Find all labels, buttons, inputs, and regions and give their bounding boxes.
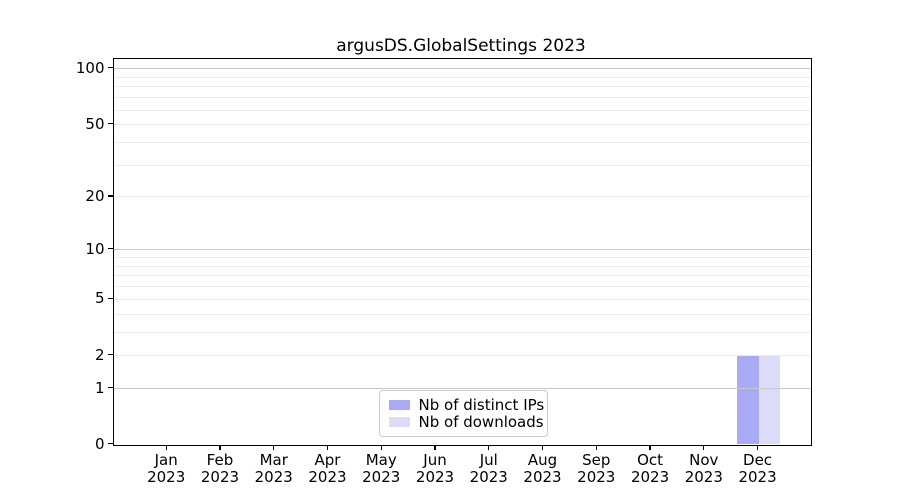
y-tick-mark — [107, 195, 113, 197]
x-tick-mark — [219, 444, 221, 450]
y-tick-mark — [107, 442, 113, 445]
y-tick-label: 10 — [85, 239, 105, 258]
y-tick-label: 1 — [94, 378, 105, 397]
legend-item: Nb of distinct IPs — [388, 397, 544, 413]
legend-label: Nb of distinct IPs — [418, 395, 545, 414]
y-tick-label: 5 — [94, 289, 105, 308]
gridline-minor — [113, 275, 811, 277]
x-tick-mark — [756, 444, 759, 450]
x-tick-mark — [165, 444, 167, 450]
legend-swatch-downloads — [388, 417, 410, 428]
x-tick-mark — [434, 444, 436, 450]
x-tick-mark — [273, 444, 275, 450]
x-tick-label: May 2023 — [362, 450, 401, 486]
y-tick-label: 0 — [94, 434, 105, 453]
gridline-minor — [113, 265, 811, 267]
gridline-minor — [113, 331, 811, 333]
gridline-minor — [113, 313, 811, 315]
y-tick-mark — [107, 123, 113, 125]
x-tick-label: Apr 2023 — [308, 450, 347, 486]
gridline-minor — [113, 286, 811, 288]
x-tick-mark — [703, 444, 705, 450]
legend-label: Nb of downloads — [418, 413, 544, 432]
gridline-minor — [113, 109, 811, 111]
x-tick-label: Jan 2023 — [147, 450, 186, 486]
legend: Nb of distinct IPs Nb of downloads — [378, 390, 548, 437]
x-tick-label: Aug 2023 — [523, 450, 562, 486]
gridline-minor — [113, 97, 811, 99]
x-tick-label: Feb 2023 — [200, 450, 240, 486]
x-tick-label: Jul 2023 — [469, 450, 508, 486]
x-tick-label: Dec 2023 — [738, 450, 777, 486]
x-tick-label: Mar 2023 — [254, 450, 293, 486]
gridline-major — [113, 68, 811, 70]
bar-downloads — [758, 355, 781, 445]
bar-distinct-ips — [736, 355, 759, 445]
gridline-minor — [113, 124, 811, 126]
gridline-minor — [113, 196, 811, 198]
plot-area: Nb of distinct IPs Nb of downloads — [112, 58, 812, 446]
legend-swatch-distinct-ips — [388, 399, 410, 410]
y-tick-mark — [107, 67, 113, 69]
y-tick-mark — [107, 297, 113, 299]
gridline-minor — [113, 86, 811, 88]
x-tick-label: Oct 2023 — [630, 450, 670, 486]
legend-item: Nb of downloads — [388, 414, 544, 430]
y-tick-mark — [107, 248, 113, 250]
gridline-major — [113, 388, 811, 390]
x-tick-mark — [326, 444, 329, 450]
x-tick-label: Sep 2023 — [577, 450, 616, 486]
x-tick-mark — [488, 444, 490, 450]
chart-title: argusDS.GlobalSettings 2023 — [336, 36, 586, 56]
x-tick-label: Jun 2023 — [415, 450, 455, 486]
gridline-minor — [113, 298, 811, 300]
gridline-minor — [113, 76, 811, 78]
y-tick-label: 100 — [75, 58, 105, 77]
gridline-minor — [113, 257, 811, 258]
gridline-minor — [113, 355, 811, 357]
x-tick-mark — [649, 444, 651, 450]
x-tick-label: Nov 2023 — [684, 450, 723, 486]
gridline-minor — [113, 141, 811, 143]
gridline-minor — [113, 164, 811, 166]
x-tick-mark — [541, 444, 544, 450]
x-tick-mark — [595, 444, 597, 450]
y-tick-mark — [107, 387, 113, 389]
x-tick-mark — [380, 444, 382, 450]
y-tick-mark — [107, 354, 113, 356]
gridline-major — [113, 249, 811, 251]
y-tick-label: 20 — [85, 186, 105, 205]
y-tick-label: 2 — [94, 345, 105, 364]
y-tick-label: 50 — [85, 114, 105, 133]
